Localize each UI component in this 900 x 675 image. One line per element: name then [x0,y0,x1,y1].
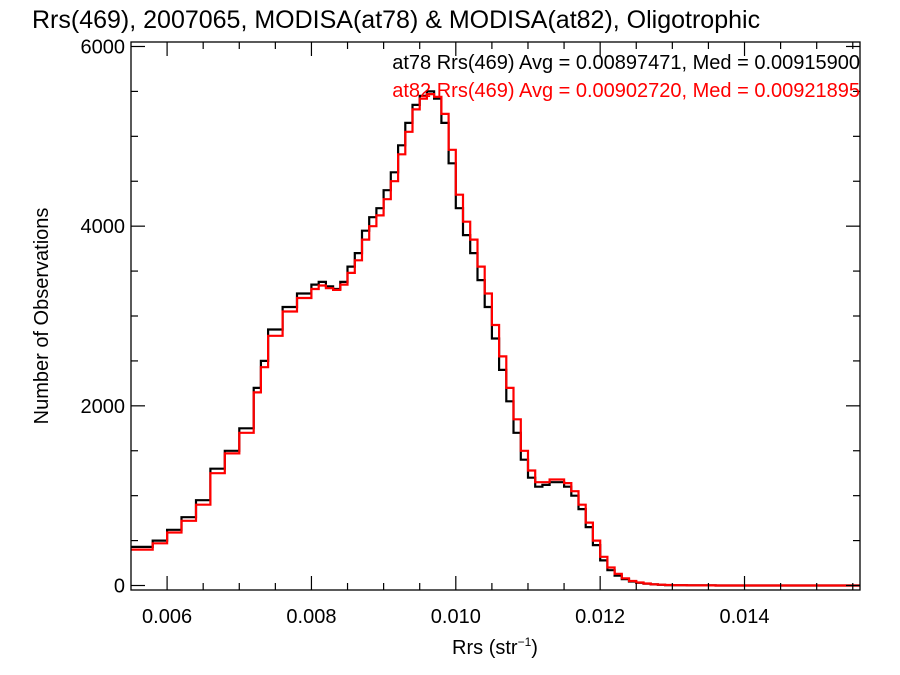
series-line-at82 [131,93,860,587]
x-axis-label-main: Rrs (str [452,637,518,659]
plot-area: 0.006 0.008 0.010 0.012 0.014 0 2000 4000 6000 [81,36,861,628]
y-tick-label: 0 [114,576,125,598]
x-tick-label: 0.012 [575,606,625,628]
y-tick-label: 2000 [81,396,126,418]
chart-title: Rrs(469), 2007065, MODISA(at78) & MODISA… [32,6,760,34]
x-axis-label-end: ) [531,637,538,659]
x-axis-label: Rrs (str−1) [452,635,538,659]
y-axis-label: Number of Observations [31,208,53,425]
x-tick-label: 0.006 [142,606,192,628]
y-tick-label: 6000 [81,36,126,58]
axis-tick-labels: 0.006 0.008 0.010 0.012 0.014 0 2000 4000 6000 [81,36,770,628]
x-axis-label-exponent: −1 [518,635,532,649]
axis-ticks [131,42,860,590]
plot-frame [130,41,861,591]
x-tick-label: 0.014 [719,606,769,628]
series-group [131,90,860,587]
y-tick-label: 4000 [81,216,126,238]
x-tick-label: 0.008 [286,606,336,628]
x-tick-label: 0.010 [431,606,481,628]
annotation-at78: at78 Rrs(469) Avg = 0.00897471, Med = 0.… [392,52,860,74]
series-line-at78 [131,90,860,587]
annotation-at82: at82 Rrs(469) Avg = 0.00902720, Med = 0.… [392,80,860,102]
